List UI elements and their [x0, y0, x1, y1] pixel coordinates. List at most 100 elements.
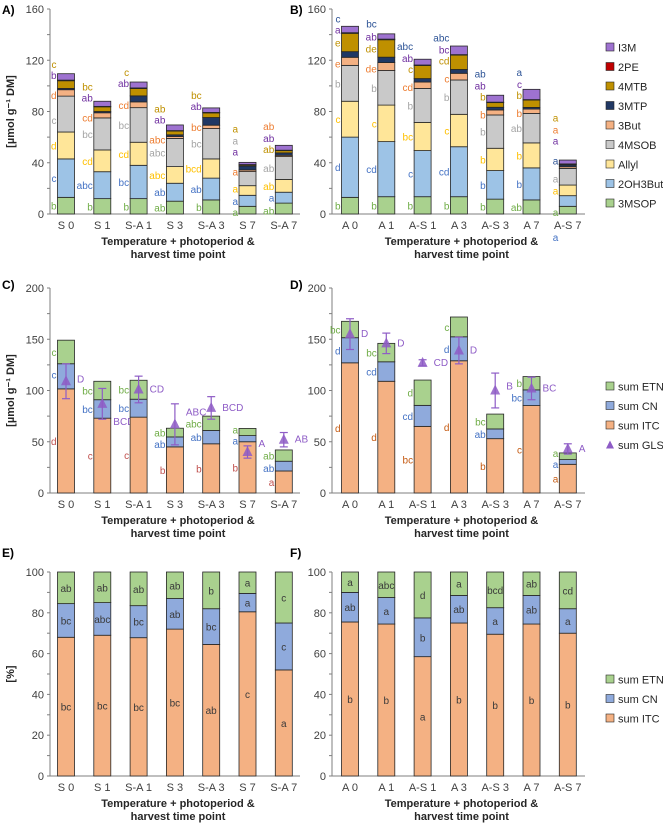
significance-letter: cd	[366, 165, 377, 176]
bar-segment-sum-cn	[202, 430, 221, 445]
legend-item: sum CN	[605, 694, 658, 706]
significance-letter: bc	[97, 702, 108, 713]
significance-letter: abc	[433, 34, 449, 45]
significance-letter: c	[281, 642, 286, 653]
bar-segment-4mtb	[486, 102, 505, 108]
y-tick-label: 40	[32, 158, 44, 170]
legend-swatch	[605, 101, 615, 110]
significance-letter: cd	[119, 150, 130, 161]
significance-letter: bc	[439, 46, 450, 57]
bar-segment-4mtb	[93, 106, 112, 112]
panel-c: C) 0 50 100 150 200 [µmol g⁻¹ DM] Temperature +…	[2, 278, 308, 540]
significance-letter: bc	[133, 703, 144, 714]
bar-segment-3msop	[449, 196, 468, 215]
bar-segment-sum-cn	[238, 435, 257, 443]
bar-segment-2oh3but	[274, 191, 293, 204]
significance-letter: b	[408, 201, 414, 212]
legend-label: sum CN	[618, 694, 658, 706]
legend-swatch	[605, 42, 615, 52]
bar-segment-4mtb	[165, 130, 184, 136]
significance-letter: ab	[263, 207, 275, 218]
gls-marker	[206, 401, 217, 412]
significance-letter: b	[480, 462, 486, 473]
significance-letter: b	[208, 586, 214, 597]
significance-letter: a	[281, 719, 287, 730]
significance-letter: bc	[82, 405, 93, 416]
significance-letter: b	[480, 155, 486, 166]
bar-segment-sum-etn	[238, 571, 257, 594]
y-tick-label: 120	[26, 55, 44, 67]
significance-letter: ab	[263, 134, 275, 145]
x-tick-label: S 1	[94, 220, 111, 232]
significance-letter: b	[384, 696, 390, 707]
x-axis-title: Temperature + photoperiod &	[101, 515, 255, 527]
significance-letter: a	[335, 26, 341, 37]
significance-letter: c	[336, 14, 341, 25]
significance-letter: de	[366, 44, 378, 55]
significance-letter: cd	[563, 586, 574, 597]
significance-letter: b	[480, 110, 486, 121]
significance-letter: c	[88, 452, 93, 463]
significance-letter: b	[335, 79, 341, 90]
significance-letter: c	[444, 323, 449, 334]
significance-letter: c	[444, 75, 449, 86]
legend-swatch	[605, 179, 615, 188]
bar-segment-4mtb	[341, 32, 359, 53]
legend-label: Allyl	[618, 160, 638, 172]
y-tick-label: 150	[26, 334, 44, 346]
x-axis-title: Temperature + photoperiod &	[385, 798, 539, 810]
significance-letter: d	[51, 91, 57, 102]
bar-segment-4msob	[129, 107, 148, 143]
bar-segment-sum-etn	[449, 316, 468, 338]
significance-letter: a	[516, 68, 522, 79]
y-tick-label: 200	[26, 283, 44, 295]
legend-item: 3But	[605, 121, 641, 133]
legend-item: 2PE	[605, 62, 639, 74]
gls-marker	[278, 433, 289, 444]
significance-letter: c	[408, 170, 413, 181]
bar-segment-3but	[377, 62, 396, 71]
significance-letter: ab	[154, 440, 166, 451]
significance-letter: bc	[119, 178, 130, 189]
legend-item: sum ETN	[605, 381, 663, 394]
significance-letter: cd	[119, 101, 130, 112]
legend-swatch	[605, 381, 615, 391]
significance-letter: ab	[475, 81, 487, 92]
bar-segment-4msob	[486, 114, 505, 149]
y-tick-label: 60	[32, 649, 44, 661]
bar-segment-allyl	[129, 141, 148, 166]
significance-letter: ab	[263, 452, 275, 463]
panel-a: A) 0 40 80 120 160 [µmol g⁻¹ DM] Temperature + …	[2, 3, 300, 261]
significance-letter: a	[269, 478, 275, 489]
legend-label: 3MTP	[618, 101, 647, 113]
gls-significance-letter: ABC	[186, 407, 207, 418]
legend-swatch	[605, 420, 615, 430]
bar-segment-allyl	[377, 104, 396, 143]
y-axis-title: [%]	[5, 665, 17, 682]
legend-swatch	[605, 401, 615, 410]
gls-marker	[417, 356, 428, 367]
legend-swatch	[605, 674, 615, 684]
significance-letter: bc	[511, 394, 522, 405]
bar-segment-sum-etn	[274, 571, 293, 624]
bar-segment-2oh3but	[449, 146, 468, 198]
significance-letter: abc	[149, 149, 165, 160]
bar-segment-4mtb	[377, 39, 396, 58]
y-tick-label: 0	[320, 771, 326, 783]
bar-segment-sum-etn	[413, 571, 432, 619]
y-tick-label: 160	[308, 4, 326, 16]
x-tick-label: A 1	[378, 220, 394, 232]
bar-segment-allyl	[165, 166, 184, 184]
bar-segment-3but	[341, 56, 359, 66]
bar-segment-4msob	[449, 79, 468, 115]
bar-segment-sum-itc	[341, 362, 359, 494]
significance-letter: a	[269, 194, 275, 205]
x-tick-label: S 7	[239, 782, 256, 794]
bar-segment-sum-itc	[274, 470, 293, 494]
bar-segment-sum-etn	[274, 449, 293, 462]
x-tick-label: S 7	[239, 499, 256, 511]
significance-letter: bc	[119, 121, 130, 132]
bar-segment-allyl	[57, 131, 75, 160]
bar-segment-3but	[449, 72, 468, 81]
legend-item: 2OH3But	[605, 179, 663, 191]
